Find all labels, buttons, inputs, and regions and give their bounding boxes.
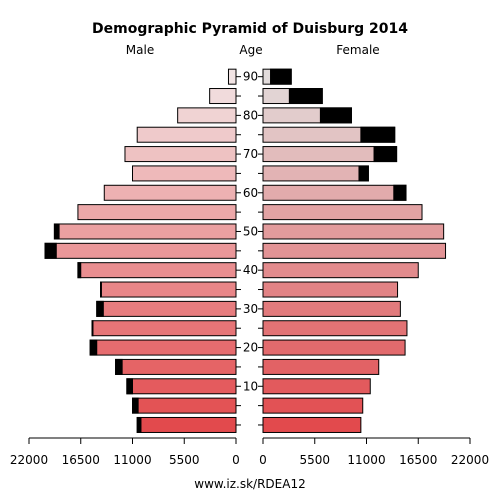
bar-male-excess-15-19 — [115, 358, 123, 375]
bar-male-5-9 — [132, 397, 237, 414]
bar-female-20-24 — [262, 339, 406, 356]
bar-male-excess-30-34 — [96, 300, 104, 317]
bar-female-excess-65-69 — [358, 165, 369, 182]
bar-male-0-4 — [136, 416, 237, 433]
bar-female-15-19 — [262, 358, 380, 375]
bar-female-excess-80-84 — [319, 107, 352, 124]
bar-female-65-69 — [262, 165, 369, 182]
x-tick-label-left-5500: 5500 — [169, 453, 200, 467]
bar-male-excess-20-24 — [89, 339, 98, 356]
x-tick-label-right-22000: 22000 — [451, 453, 489, 467]
bars-group — [44, 68, 447, 433]
x-tick-label-right-0: 0 — [259, 453, 267, 467]
bar-male-85-89 — [209, 88, 237, 105]
bar-female-excess-75-79 — [360, 126, 396, 143]
age-tick-label-20: 20 — [243, 341, 258, 355]
bar-female-40-44 — [262, 262, 419, 279]
bar-male-excess-40-44 — [77, 262, 82, 279]
bar-male-excess-0-4 — [136, 416, 142, 433]
x-tick-label-right-5500: 5500 — [299, 453, 330, 467]
x-tick-label-right-11000: 11000 — [347, 453, 385, 467]
bar-female-35-39 — [262, 281, 399, 298]
bar-male-80-84 — [177, 107, 237, 124]
bar-female-60-64 — [262, 184, 407, 201]
age-tick-label-60: 60 — [243, 186, 258, 200]
chart-title: Demographic Pyramid of Duisburg 2014 — [92, 21, 408, 37]
bar-female-30-34 — [262, 300, 401, 317]
bar-female-45-49 — [262, 242, 447, 259]
age-tick-label-30: 30 — [243, 302, 258, 316]
bar-male-excess-10-14 — [126, 378, 133, 395]
bar-male-excess-50-54 — [53, 223, 60, 240]
x-tick-label-left-22000: 22000 — [10, 453, 48, 467]
bar-female-excess-70-74 — [373, 146, 398, 163]
age-tick-label-90: 90 — [243, 70, 258, 84]
age-label: Age — [239, 43, 262, 57]
bar-male-10-14 — [126, 378, 237, 395]
bar-female-excess-90+ — [270, 68, 292, 85]
bar-female-0-4 — [262, 416, 362, 433]
bar-female-55-59 — [262, 204, 423, 221]
bar-male-90+ — [227, 68, 237, 85]
bar-male-45-49 — [44, 242, 237, 259]
footer-source: www.iz.sk/RDEA12 — [194, 477, 306, 491]
bar-male-60-64 — [103, 184, 237, 201]
x-tick-label-right-16500: 16500 — [399, 453, 437, 467]
bar-male-excess-35-39 — [100, 281, 102, 298]
bar-male-25-29 — [91, 320, 237, 337]
age-tick-label-50: 50 — [243, 224, 258, 238]
bar-female-25-29 — [262, 320, 408, 337]
bar-male-35-39 — [100, 281, 237, 298]
bar-male-excess-45-49 — [44, 242, 57, 259]
x-tick-label-left-11000: 11000 — [113, 453, 151, 467]
bar-male-30-34 — [96, 300, 237, 317]
axes-group: 22000 16500 11000 5500 0 0 5500 11000 16500 22000… — [10, 70, 489, 467]
male-label: Male — [126, 43, 154, 57]
bar-male-excess-5-9 — [132, 397, 139, 414]
bar-male-15-19 — [115, 358, 237, 375]
bar-female-50-54 — [262, 223, 445, 240]
bar-female-excess-60-64 — [393, 184, 407, 201]
bar-male-55-59 — [77, 204, 237, 221]
age-tick-label-40: 40 — [243, 263, 258, 277]
age-tick-label-80: 80 — [243, 108, 258, 122]
bar-male-70-74 — [124, 146, 237, 163]
bar-male-excess-25-29 — [91, 320, 94, 337]
bar-female-5-9 — [262, 397, 364, 414]
bar-male-20-24 — [89, 339, 237, 356]
age-tick-label-10: 10 — [243, 379, 258, 393]
x-tick-label-left-16500: 16500 — [62, 453, 100, 467]
bar-male-50-54 — [53, 223, 237, 240]
age-tick-label-70: 70 — [243, 147, 258, 161]
bar-male-65-69 — [132, 165, 237, 182]
x-tick-label-left-0: 0 — [232, 453, 240, 467]
female-label: Female — [336, 43, 379, 57]
bar-female-10-14 — [262, 378, 371, 395]
bar-male-75-79 — [136, 126, 237, 143]
bar-male-40-44 — [77, 262, 237, 279]
bar-female-excess-85-89 — [288, 88, 323, 105]
